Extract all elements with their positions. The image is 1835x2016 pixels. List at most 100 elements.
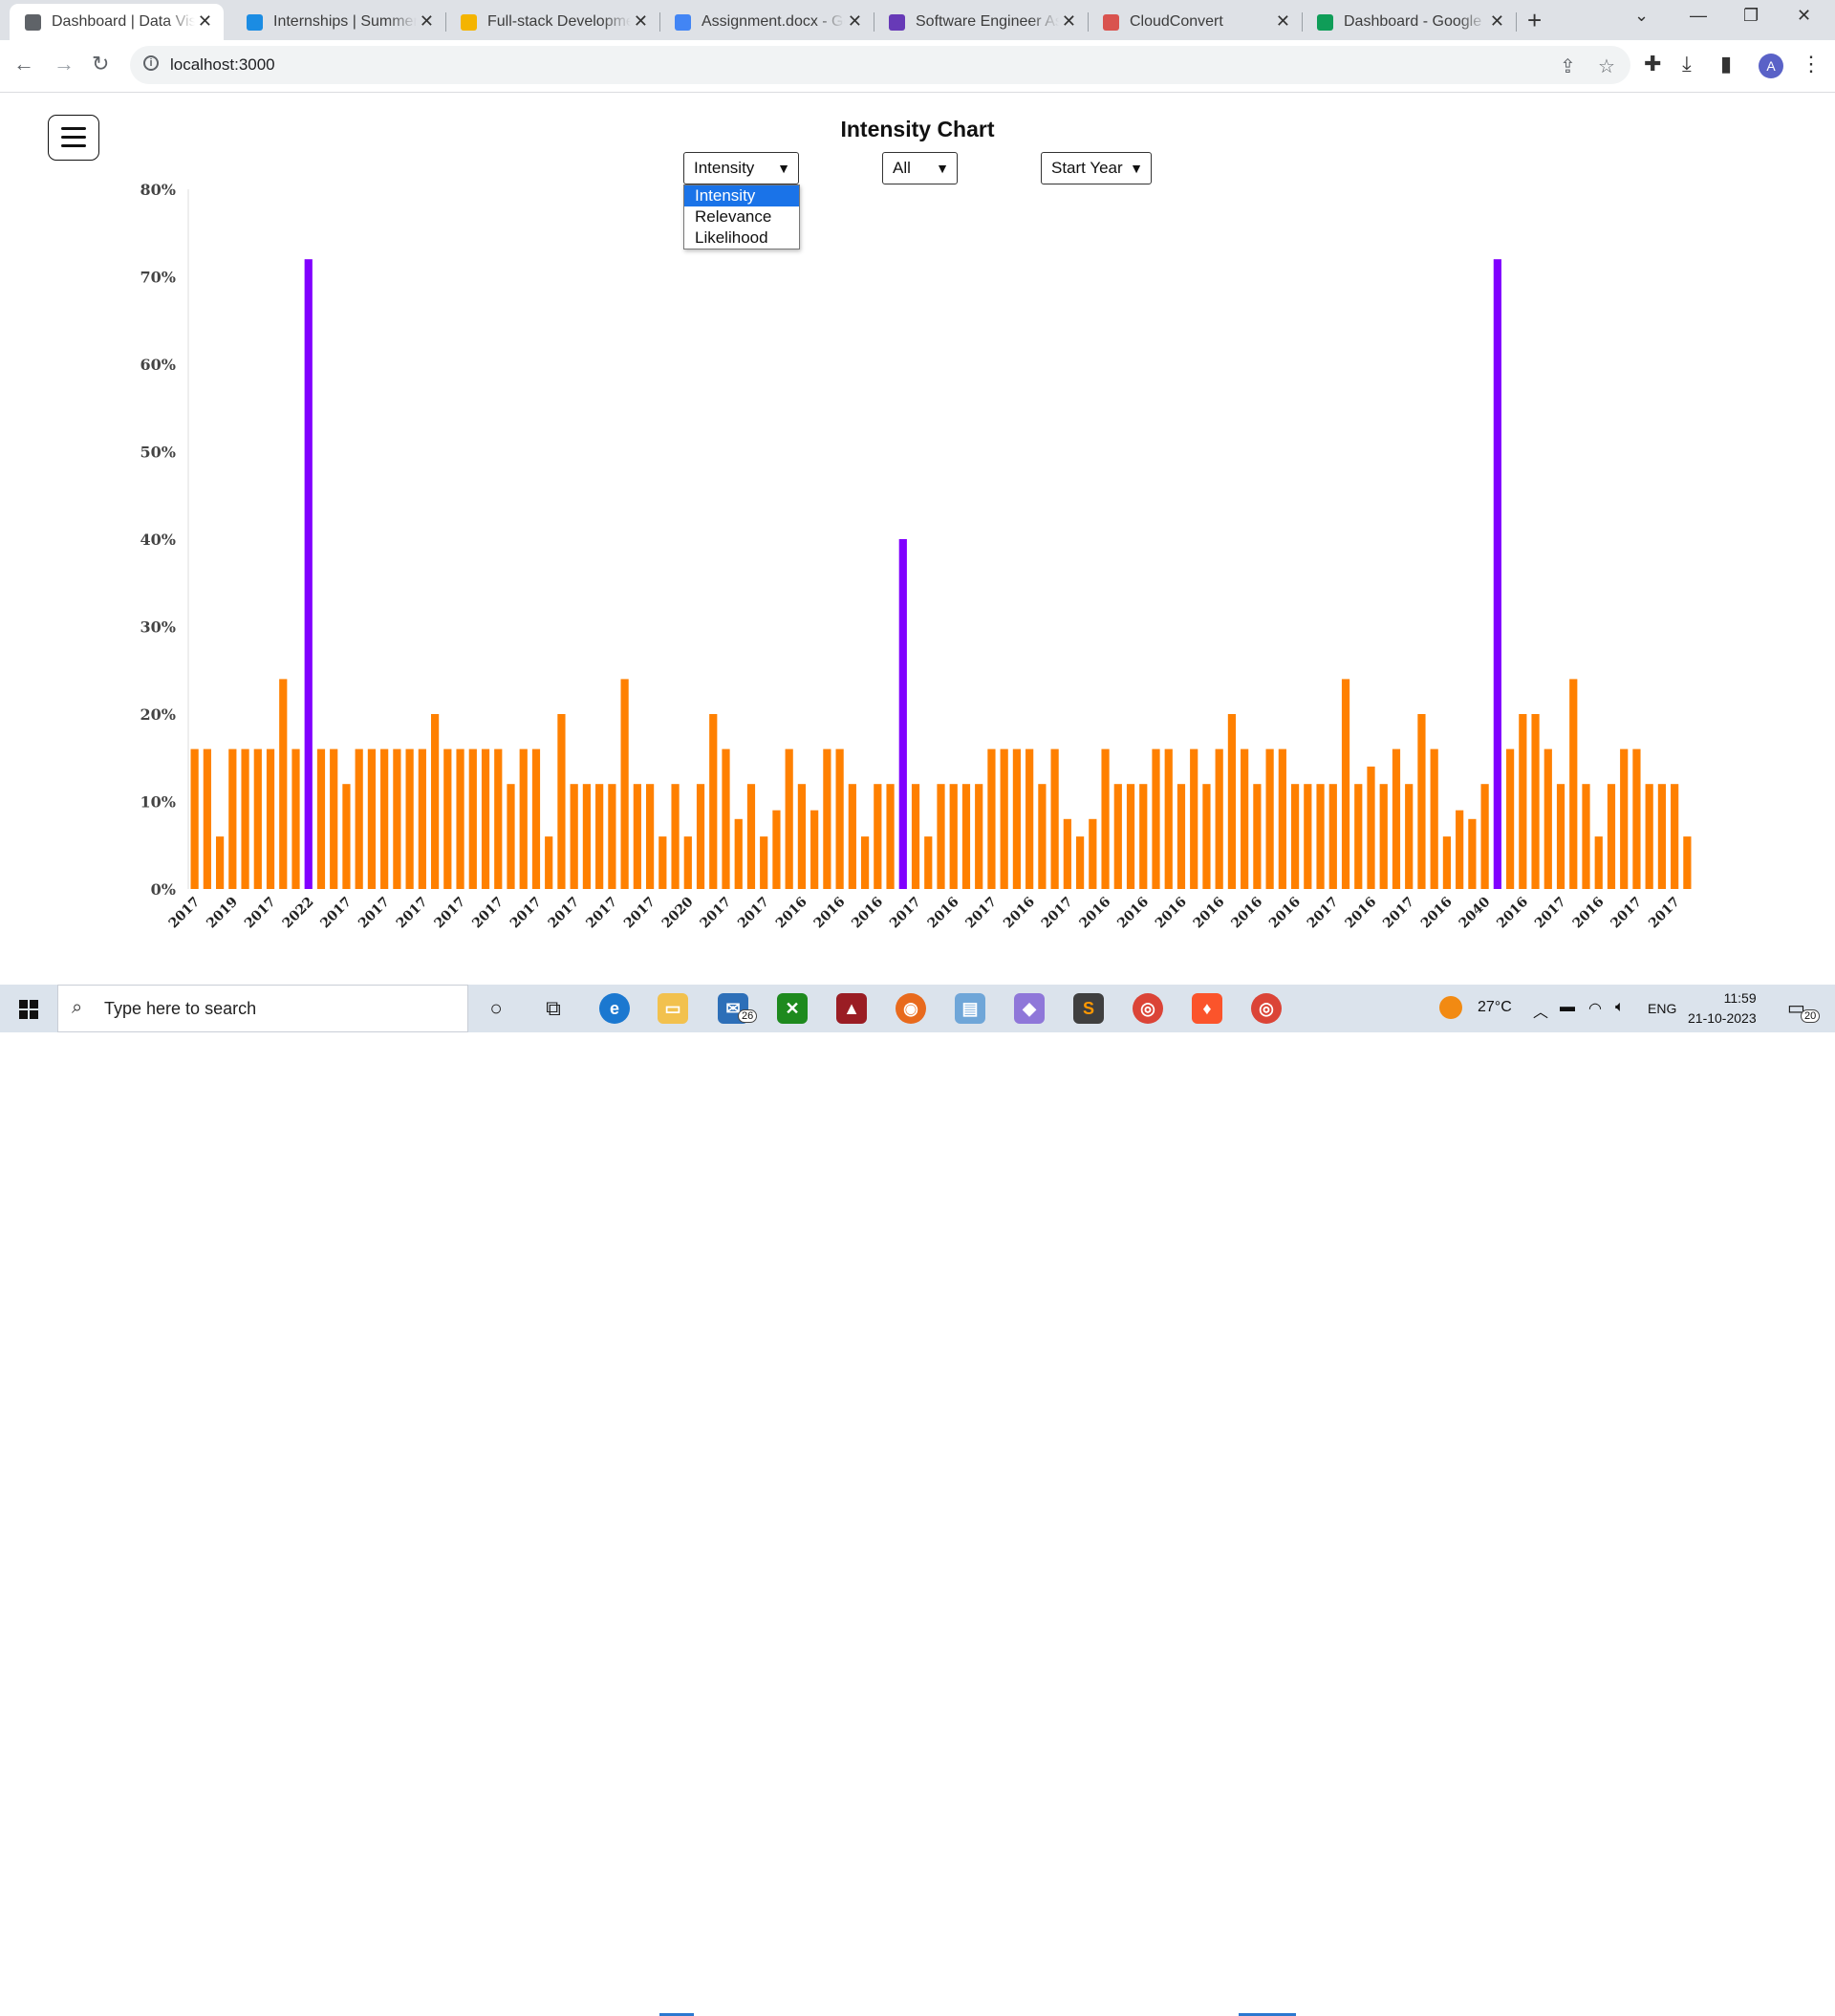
chart-bar[interactable]	[1290, 784, 1300, 889]
chart-bar[interactable]	[874, 784, 882, 889]
chart-bar[interactable]	[1063, 818, 1071, 889]
close-tab-icon[interactable]: ✕	[847, 11, 862, 31]
chart-bar[interactable]	[823, 748, 831, 889]
chart-bar[interactable]	[190, 748, 199, 889]
chart-bar[interactable]	[734, 818, 743, 889]
browser-tab[interactable]: Assignment.docx - Go ✕	[659, 4, 874, 40]
dropdown-option-likelihood[interactable]: Likelihood	[695, 228, 768, 247]
chart-bar[interactable]	[1101, 748, 1110, 889]
chart-bar[interactable]	[241, 748, 249, 889]
chart-bar[interactable]	[1683, 836, 1692, 889]
year-select[interactable]: Start Year ▼	[1041, 152, 1152, 184]
chart-bar[interactable]	[494, 748, 503, 889]
extensions-icon[interactable]: ✚	[1644, 52, 1662, 76]
chart-bar[interactable]	[1456, 810, 1464, 889]
chart-bar[interactable]	[1442, 836, 1452, 889]
chart-bar[interactable]	[860, 836, 870, 889]
chart-bar[interactable]	[1089, 818, 1097, 889]
chart-bar[interactable]	[961, 784, 971, 889]
bookmark-star-icon[interactable]: ☆	[1598, 56, 1615, 77]
chart-bar[interactable]	[1354, 784, 1363, 889]
filter-select[interactable]: All ▼	[882, 152, 958, 184]
dropdown-option-intensity[interactable]: Intensity	[684, 185, 799, 206]
chart-bar[interactable]	[645, 784, 655, 889]
chart-bar[interactable]	[355, 748, 363, 889]
chart-bar[interactable]	[886, 784, 895, 889]
browser-tab[interactable]: Full-stack Developme ✕	[445, 4, 660, 40]
brave-icon[interactable]: ♦	[1192, 993, 1222, 1024]
chart-bar[interactable]	[367, 748, 377, 889]
chart-bar[interactable]	[1328, 784, 1337, 889]
chart-bar[interactable]	[1227, 714, 1237, 889]
browser-tab[interactable]: Dashboard - Google ✕	[1302, 4, 1517, 40]
chart-bar[interactable]	[582, 784, 592, 889]
chart-bar[interactable]	[1379, 784, 1388, 889]
chart-bar[interactable]	[1278, 748, 1286, 889]
chart-bar[interactable]	[279, 679, 288, 889]
chart-bar[interactable]	[443, 748, 452, 889]
chart-bar[interactable]	[1480, 784, 1489, 889]
task-view-icon[interactable]: ⧉	[546, 996, 561, 1020]
chart-bar[interactable]	[1468, 818, 1477, 889]
chart-bar[interactable]	[937, 784, 945, 889]
chart-bar[interactable]	[1316, 784, 1325, 889]
chart-bar[interactable]	[304, 259, 313, 889]
chart-bar[interactable]	[405, 748, 414, 889]
chart-bar[interactable]	[519, 748, 528, 889]
chart-bar[interactable]	[760, 836, 768, 889]
chart-bar[interactable]	[696, 784, 705, 889]
chart-bar[interactable]	[1632, 748, 1641, 889]
hamburger-menu-button[interactable]	[48, 115, 99, 161]
chart-bar[interactable]	[949, 784, 958, 889]
chart-bar[interactable]	[557, 714, 566, 889]
chart-bar[interactable]	[1000, 748, 1008, 889]
tab-search-icon[interactable]: ⌄	[1634, 6, 1650, 25]
chart-bar[interactable]	[1202, 784, 1211, 889]
chart-bar[interactable]	[380, 748, 389, 889]
chart-bar[interactable]	[1164, 748, 1173, 889]
browser-tab[interactable]: CloudConvert ✕	[1088, 4, 1303, 40]
chart-bar[interactable]	[671, 784, 680, 889]
chart-bar[interactable]	[1556, 784, 1565, 889]
chart-bar[interactable]	[1671, 784, 1679, 889]
pc-icon[interactable]: ▤	[955, 993, 985, 1024]
chart-bar[interactable]	[570, 784, 578, 889]
wifi-icon[interactable]: ◠	[1588, 1001, 1602, 1017]
url-text[interactable]: localhost:3000	[170, 55, 275, 74]
chart-bar[interactable]	[1645, 784, 1653, 889]
chart-bar[interactable]	[316, 748, 326, 889]
chart-bar[interactable]	[975, 784, 983, 889]
downloads-icon[interactable]: ⤓	[1682, 52, 1692, 76]
browser-tab[interactable]: Internships | Summer ✕	[231, 4, 446, 40]
chart-bar[interactable]	[468, 748, 477, 889]
cortana-icon[interactable]: ○	[489, 996, 503, 1020]
browser-tab[interactable]: Software Engineer As ✕	[874, 4, 1089, 40]
chart-bar[interactable]	[620, 679, 629, 889]
chart-bar[interactable]	[1253, 784, 1262, 889]
chart-bar[interactable]	[215, 836, 225, 889]
chart-bar[interactable]	[1139, 784, 1148, 889]
chart-bar[interactable]	[1594, 836, 1603, 889]
chevron-up-icon[interactable]: ︿	[1533, 1005, 1549, 1021]
file-explorer-icon[interactable]: ▭	[658, 993, 688, 1024]
close-window-button[interactable]: ✕	[1797, 6, 1812, 25]
firefox-icon[interactable]: ◉	[896, 993, 926, 1024]
chart-bar[interactable]	[1544, 748, 1552, 889]
chart-bar[interactable]	[1531, 714, 1540, 889]
battery-icon[interactable]: ▬	[1560, 999, 1575, 1015]
weather-icon[interactable]	[1439, 996, 1462, 1019]
chart-bar[interactable]	[330, 748, 338, 889]
chart-bar[interactable]	[1505, 748, 1515, 889]
reload-icon[interactable]: ↻	[92, 52, 110, 76]
volume-icon[interactable]: 🔈︎	[1615, 999, 1625, 1015]
chart-bar[interactable]	[393, 748, 401, 889]
chart-bar[interactable]	[1012, 748, 1022, 889]
close-tab-icon[interactable]: ✕	[197, 11, 212, 31]
chart-bar[interactable]	[785, 748, 793, 889]
side-panel-icon[interactable]: ▮	[1720, 52, 1733, 76]
chart-bar[interactable]	[1050, 748, 1059, 889]
chart-bar[interactable]	[203, 748, 211, 889]
windows-start-icon[interactable]	[19, 1000, 38, 1019]
chart-bar[interactable]	[418, 748, 426, 889]
chart-bar[interactable]	[1152, 748, 1160, 889]
